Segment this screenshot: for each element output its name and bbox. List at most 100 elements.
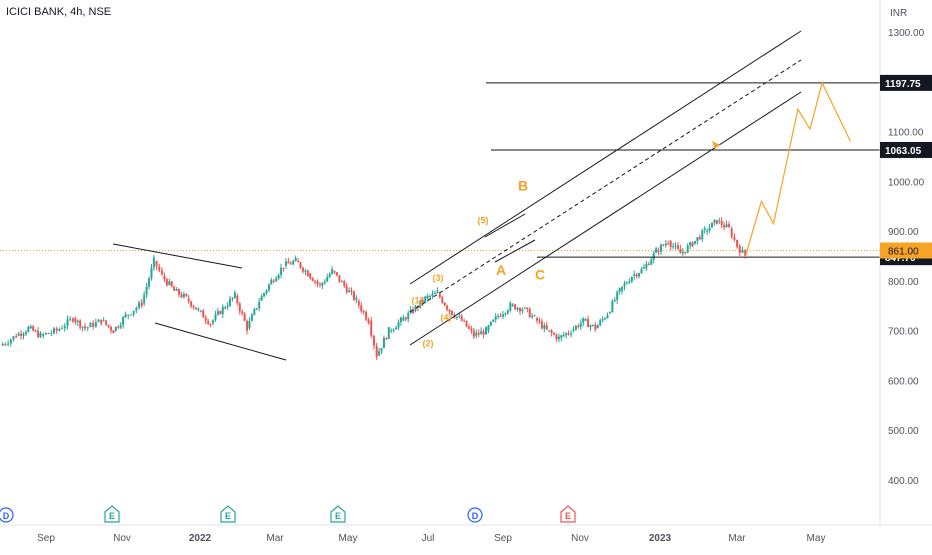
candle — [348, 290, 351, 293]
candle — [280, 267, 283, 275]
candle — [536, 318, 539, 321]
candle — [426, 295, 429, 299]
candle — [744, 249, 747, 257]
candle — [647, 264, 650, 266]
candle — [723, 225, 726, 228]
candle — [138, 302, 141, 308]
price-axis[interactable]: INR 400.00 500.00 600.00 700.00 800.00 900.00 1… — [879, 0, 932, 525]
candle — [20, 333, 23, 336]
candle — [540, 321, 543, 329]
candle — [292, 261, 295, 265]
candle — [207, 320, 210, 324]
candle — [596, 325, 599, 329]
candle — [538, 320, 541, 322]
candle — [509, 302, 512, 311]
y-tick-label: 1300.00 — [888, 28, 925, 39]
candle — [299, 262, 302, 268]
candle — [318, 283, 321, 285]
candle — [696, 237, 699, 241]
candle — [570, 333, 573, 335]
candle — [311, 278, 314, 282]
candle — [158, 266, 161, 271]
candle — [390, 330, 393, 332]
candle — [289, 263, 292, 265]
candle — [633, 274, 636, 276]
candle — [294, 257, 297, 262]
candle — [238, 303, 241, 312]
candle — [399, 317, 402, 323]
x-tick-label: 2022 — [189, 533, 212, 544]
candle — [674, 245, 677, 247]
candle — [523, 307, 526, 309]
candle — [708, 227, 711, 231]
earnings-badge-icon — [560, 505, 576, 523]
candle — [424, 296, 427, 303]
candle — [360, 305, 363, 312]
current-price-tag — [880, 242, 932, 259]
candle — [39, 332, 42, 338]
candle — [94, 322, 97, 327]
candle — [71, 318, 74, 322]
earnings-badge-icon — [220, 505, 236, 523]
y-tick-label: 800.00 — [888, 277, 919, 288]
x-tick-label: Nov — [113, 533, 131, 544]
candle — [117, 326, 120, 328]
candle — [335, 272, 338, 276]
candle — [443, 302, 446, 306]
candle — [467, 326, 470, 329]
candle — [502, 314, 505, 317]
candle — [275, 278, 278, 282]
candle — [284, 261, 287, 266]
time-axis[interactable]: Sep Nov 2022 Mar May Jul Sep Nov 2023 Mar May — [0, 524, 932, 544]
candle — [499, 315, 502, 317]
candle — [713, 220, 716, 223]
candle — [53, 328, 55, 333]
candle — [640, 268, 643, 274]
wave-label: (1) — [412, 295, 423, 305]
candle — [584, 318, 587, 321]
x-tick-label: 2023 — [649, 533, 672, 544]
candle — [301, 267, 304, 272]
channel-lower-line — [409, 91, 802, 346]
price-level-tag-label: 847.70 — [885, 253, 916, 264]
candle — [250, 314, 253, 321]
candle — [733, 236, 736, 240]
event-badge-letter: E — [565, 511, 571, 521]
symbol-title: ICICI BANK, 4h, NSE — [6, 6, 112, 18]
candle — [129, 314, 132, 316]
candle — [243, 313, 246, 321]
y-tick-label: 1100.00 — [888, 128, 924, 139]
x-tick-label: Mar — [266, 533, 284, 544]
candle — [506, 310, 509, 314]
channel-upper-line — [409, 30, 802, 285]
candle — [543, 325, 546, 329]
event-badge-letter: E — [109, 511, 115, 521]
candle — [652, 252, 655, 260]
plot-area: (1) (2) (3) (4) (5) A B C — [0, 30, 880, 361]
candle — [412, 309, 415, 314]
candle — [22, 333, 25, 336]
candle — [357, 300, 360, 306]
candle — [362, 311, 365, 313]
candle — [12, 336, 15, 340]
candle — [63, 326, 66, 329]
y-tick-label: 400.00 — [888, 476, 919, 487]
candle — [37, 330, 40, 338]
candle — [659, 244, 662, 252]
candle — [446, 305, 449, 310]
candle — [533, 315, 536, 317]
candle — [178, 289, 181, 295]
candle — [693, 240, 696, 244]
candle — [560, 335, 563, 339]
x-tick-label: May — [807, 533, 826, 544]
candle — [204, 317, 207, 321]
candle — [367, 319, 370, 324]
candle — [455, 316, 458, 318]
candle — [102, 320, 105, 322]
candle — [531, 315, 534, 318]
candle — [175, 289, 178, 291]
candle — [429, 295, 432, 297]
candle — [219, 311, 222, 315]
